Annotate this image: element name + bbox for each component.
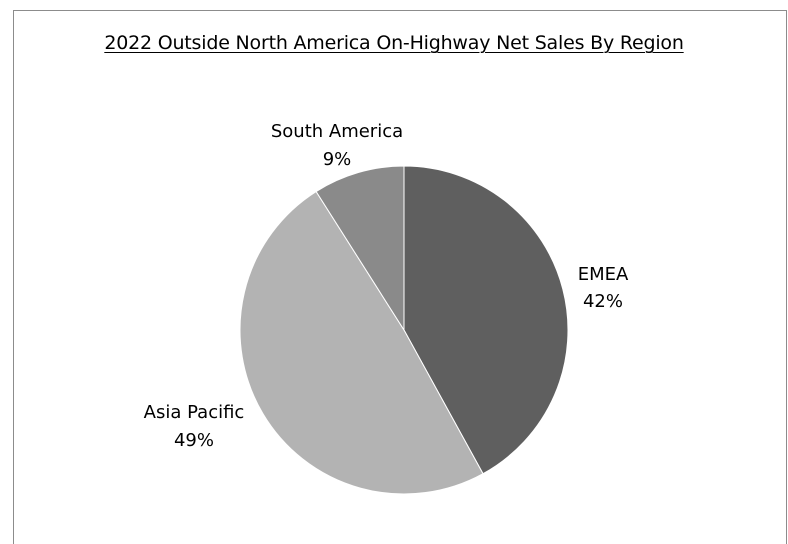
pie-slice-emea bbox=[403, 165, 569, 475]
slice-percent-south-america: 9% bbox=[323, 149, 352, 170]
slice-percent-emea: 42% bbox=[583, 291, 623, 312]
pie-slice-south-america bbox=[315, 165, 405, 332]
slice-label-emea: EMEA bbox=[578, 264, 629, 285]
slice-label-south-america: South America bbox=[271, 121, 403, 142]
chart-title: 2022 Outside North America On-Highway Ne… bbox=[104, 32, 684, 54]
pie-slice-asia-pacific bbox=[239, 190, 484, 495]
slice-percent-asia-pacific: 49% bbox=[174, 430, 214, 451]
slice-label-asia-pacific: Asia Pacific bbox=[144, 402, 245, 423]
